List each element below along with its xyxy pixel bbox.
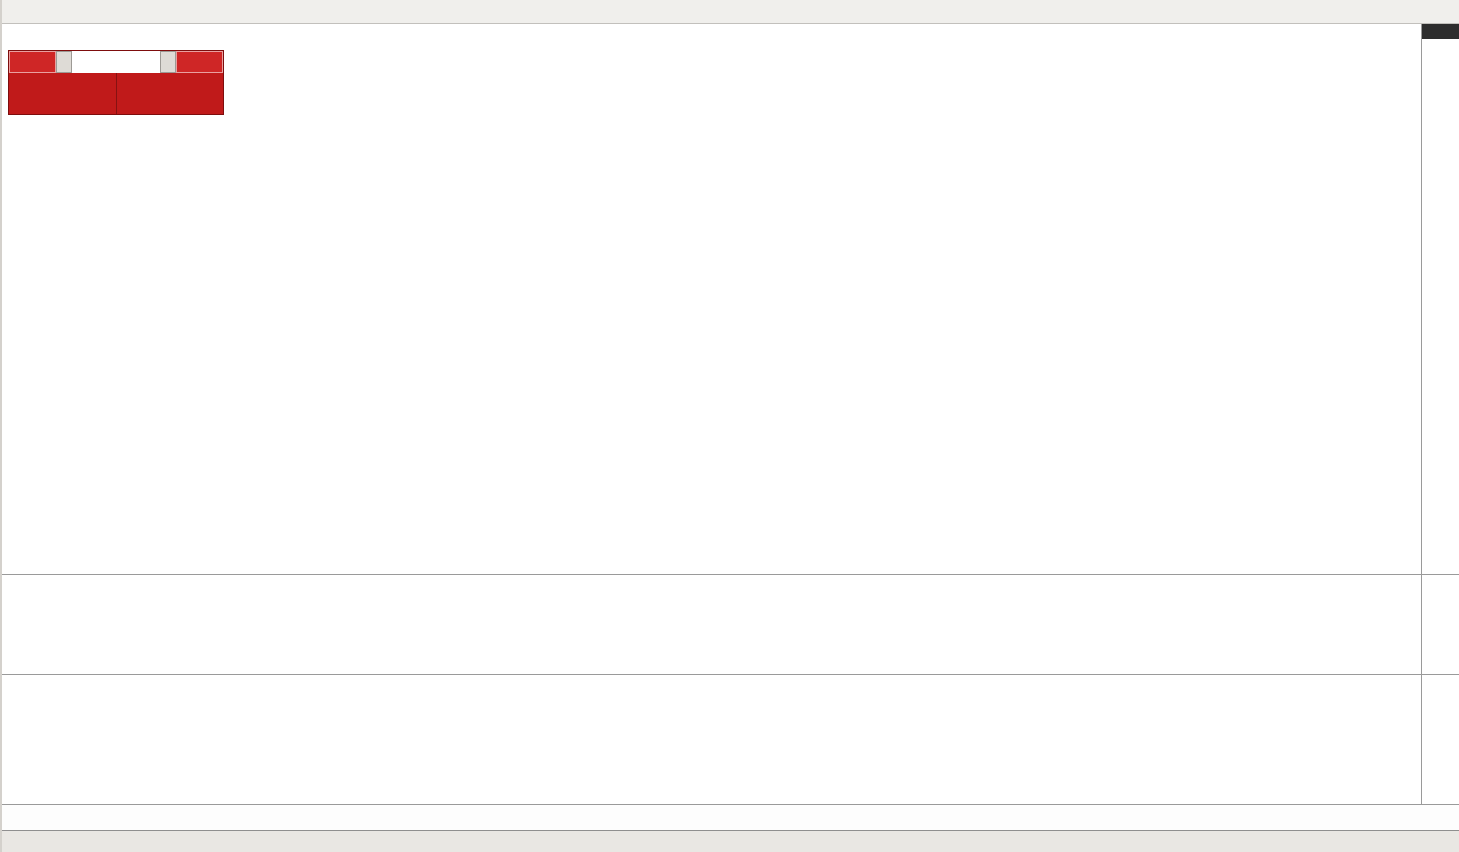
volume-increase-button[interactable] [160, 51, 176, 73]
rsi-canvas[interactable] [0, 675, 1421, 804]
one-click-controls-row [9, 51, 223, 73]
one-click-trading-panel [8, 50, 224, 115]
one-click-prices-row [9, 73, 223, 114]
chart-tab-bar [0, 830, 1459, 852]
price-chart-panel[interactable] [0, 24, 1459, 574]
volume-input[interactable] [72, 51, 160, 73]
rsi-indicator-panel[interactable] [0, 674, 1459, 804]
rsi-scale[interactable] [1421, 675, 1459, 804]
volume-decrease-button[interactable] [56, 51, 72, 73]
date-axis[interactable] [0, 804, 1459, 830]
sell-button[interactable] [9, 51, 56, 73]
window-left-border [0, 0, 2, 852]
ask-price-display[interactable] [117, 73, 224, 114]
macd-canvas[interactable] [0, 575, 1421, 674]
bid-price-display[interactable] [9, 73, 116, 114]
price-scale[interactable] [1421, 24, 1459, 574]
price-divider [115, 73, 117, 114]
macd-indicator-panel[interactable] [0, 574, 1459, 674]
current-price-badge [1422, 24, 1459, 39]
buy-button[interactable] [176, 51, 223, 73]
candlestick-chart-canvas[interactable] [0, 24, 1421, 574]
macd-scale[interactable] [1421, 575, 1459, 674]
timeframe-toolbar [0, 0, 1459, 24]
